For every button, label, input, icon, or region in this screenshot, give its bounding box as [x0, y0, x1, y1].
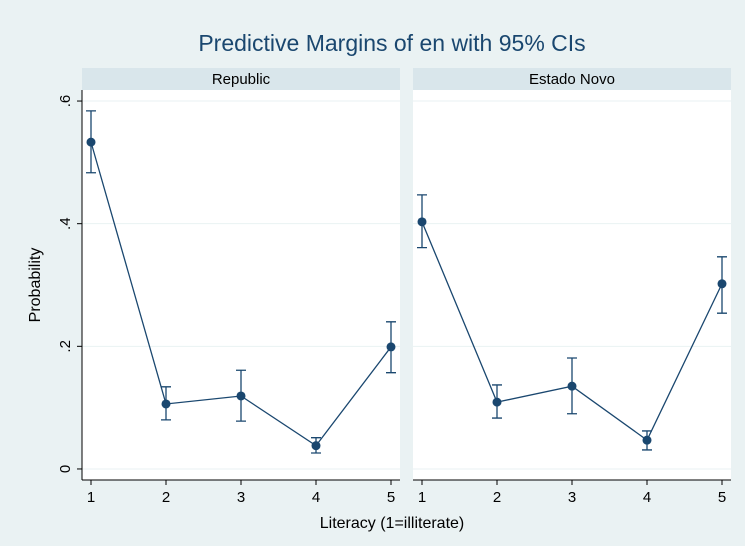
marker — [86, 137, 96, 147]
panel-title: Republic — [212, 71, 271, 88]
marker — [386, 342, 396, 352]
marker — [311, 441, 321, 451]
plot-area — [413, 90, 731, 480]
y-tick-label: .4 — [57, 217, 74, 230]
x-tick-label: 1 — [418, 489, 426, 506]
x-tick-label: 5 — [718, 489, 726, 506]
panel-header — [82, 68, 400, 90]
chart-title: Predictive Margins of en with 95% CIs — [198, 30, 585, 56]
x-tick-label: 4 — [643, 489, 651, 506]
panel-title: Estado Novo — [529, 71, 615, 88]
x-tick-label: 2 — [493, 489, 501, 506]
marker — [642, 435, 652, 445]
marker — [717, 279, 727, 289]
marker — [161, 399, 171, 409]
x-axis-label: Literacy (1=illiterate) — [320, 515, 465, 532]
x-tick-label: 4 — [312, 489, 320, 506]
x-tick-label: 3 — [568, 489, 576, 506]
x-tick-label: 1 — [87, 489, 95, 506]
marker — [567, 381, 577, 391]
y-tick-label: .2 — [57, 340, 74, 353]
panel-header — [413, 68, 731, 90]
y-axis-label: Probability — [27, 248, 44, 323]
marker — [492, 397, 502, 407]
marker — [236, 391, 246, 401]
y-tick-label: .6 — [57, 95, 74, 108]
marker — [417, 217, 427, 227]
x-tick-label: 5 — [387, 489, 395, 506]
x-tick-label: 3 — [237, 489, 245, 506]
y-tick-label: 0 — [57, 465, 74, 473]
x-tick-label: 2 — [162, 489, 170, 506]
